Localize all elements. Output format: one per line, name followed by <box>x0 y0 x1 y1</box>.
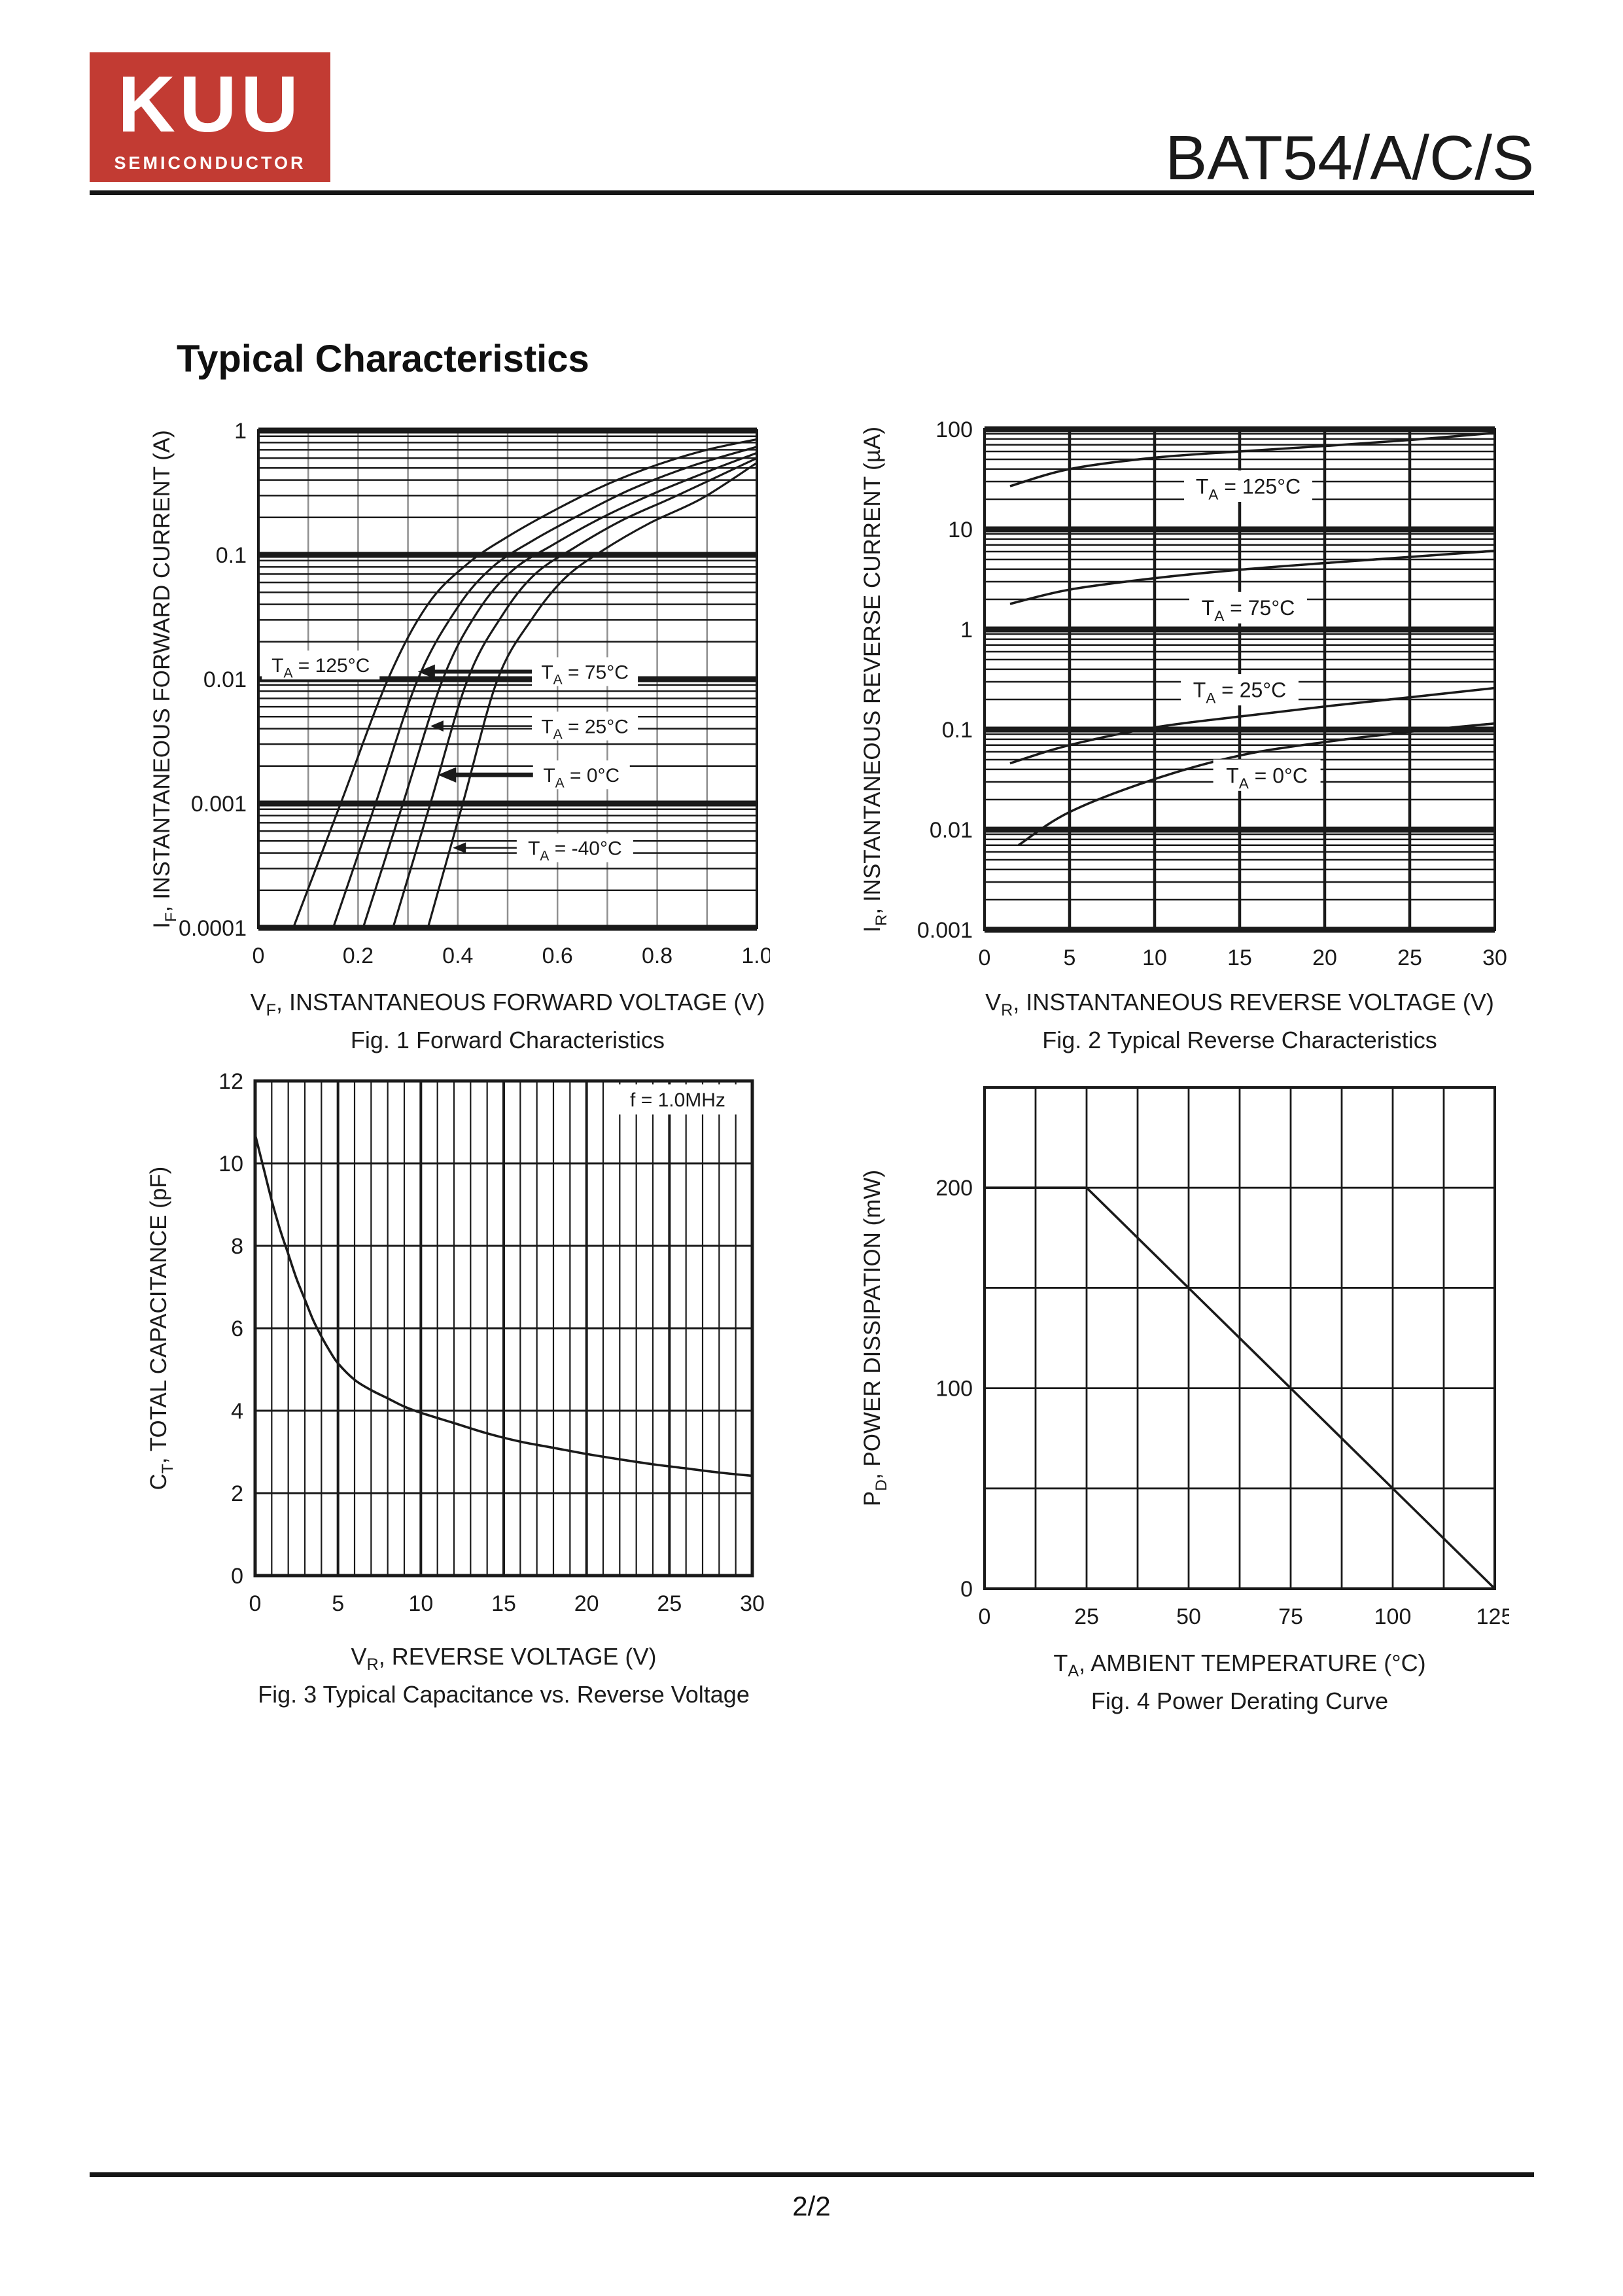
fig4-x-axis-title: TA, AMBIENT TEMPERATURE (°C) <box>1053 1650 1426 1681</box>
svg-text:5: 5 <box>1064 945 1076 970</box>
svg-text:100: 100 <box>935 417 973 442</box>
svg-text:5: 5 <box>332 1591 344 1616</box>
svg-text:TA = 125°C: TA = 125°C <box>271 655 370 680</box>
svg-text:CT, TOTAL CAPACITANCE (pF): CT, TOTAL CAPACITANCE (pF) <box>146 1167 177 1491</box>
svg-text:0.2: 0.2 <box>343 944 374 968</box>
fig2-caption: Fig. 2 Typical Reverse Characteristics <box>1042 1027 1437 1053</box>
footer-rule <box>90 2172 1534 2177</box>
svg-text:25: 25 <box>657 1591 682 1616</box>
svg-text:0.01: 0.01 <box>203 667 247 692</box>
fig2-reverse-characteristics-chart: TA = 125°CTA = 75°CTA = 25°CTA = 0°C0 5 10… <box>860 417 1507 970</box>
part-number-title: BAT54/A/C/S <box>1165 123 1534 193</box>
svg-text:IF, INSTANTANEOUS FORWARD CURR: IF, INSTANTANEOUS FORWARD CURRENT (A) <box>149 430 180 928</box>
svg-text:75: 75 <box>1278 1604 1303 1629</box>
brand-logo-text: KUU <box>117 60 303 149</box>
svg-text:TA = -40°C: TA = -40°C <box>528 838 622 864</box>
svg-text:50: 50 <box>1176 1604 1201 1629</box>
svg-text:15: 15 <box>1227 945 1252 970</box>
svg-text:25: 25 <box>1397 945 1422 970</box>
svg-text:0: 0 <box>253 944 265 968</box>
svg-text:IR, INSTANTANEOUS REVERSE CURR: IR, INSTANTANEOUS REVERSE CURRENT (µA) <box>860 427 890 932</box>
svg-text:0.1: 0.1 <box>942 718 973 743</box>
svg-text:0: 0 <box>979 945 991 970</box>
svg-text:100: 100 <box>1374 1604 1412 1629</box>
svg-text:10: 10 <box>218 1152 243 1176</box>
fig1-caption: Fig. 1 Forward Characteristics <box>350 1027 665 1053</box>
svg-text:10: 10 <box>948 518 973 542</box>
fig3-caption: Fig. 3 Typical Capacitance vs. Reverse V… <box>258 1681 750 1708</box>
svg-text:0.8: 0.8 <box>642 944 672 968</box>
svg-text:10: 10 <box>1142 945 1167 970</box>
svg-text:TA = 75°C: TA = 75°C <box>1202 596 1295 624</box>
fig2-x-axis-title: VR, INSTANTANEOUS REVERSE VOLTAGE (V) <box>985 989 1494 1020</box>
svg-text:1.0: 1.0 <box>741 944 770 968</box>
svg-text:TA = 75°C: TA = 75°C <box>541 662 629 687</box>
svg-text:PD, POWER DISSIPATION (mW): PD, POWER DISSIPATION (mW) <box>860 1170 890 1506</box>
svg-text:0.6: 0.6 <box>542 944 573 968</box>
fig1-x-axis-title: VF, INSTANTANEOUS FORWARD VOLTAGE (V) <box>250 989 765 1020</box>
svg-text:20: 20 <box>1312 945 1337 970</box>
svg-text:30: 30 <box>1482 945 1507 970</box>
svg-text:25: 25 <box>1074 1604 1099 1629</box>
svg-text:TA = 125°C: TA = 125°C <box>1196 475 1300 503</box>
svg-text:10: 10 <box>408 1591 433 1616</box>
svg-text:TA = 25°C: TA = 25°C <box>541 716 629 741</box>
header-rule <box>90 190 1534 195</box>
section-title: Typical Characteristics <box>177 338 589 380</box>
svg-text:0: 0 <box>231 1564 243 1589</box>
svg-text:12: 12 <box>218 1069 243 1094</box>
svg-text:0.001: 0.001 <box>191 792 247 817</box>
svg-text:0.001: 0.001 <box>917 918 973 943</box>
svg-text:0: 0 <box>249 1591 262 1616</box>
svg-text:0.0001: 0.0001 <box>179 916 247 941</box>
svg-text:0.01: 0.01 <box>930 818 973 843</box>
page-number: 2/2 <box>792 2191 831 2221</box>
svg-text:30: 30 <box>740 1591 765 1616</box>
svg-text:125: 125 <box>1476 1604 1509 1629</box>
fig4-caption: Fig. 4 Power Derating Curve <box>1091 1687 1389 1714</box>
svg-text:0.4: 0.4 <box>442 944 473 968</box>
svg-text:0: 0 <box>979 1604 991 1629</box>
svg-text:6: 6 <box>231 1316 243 1341</box>
brand-logo: KUU SEMICONDUCTOR <box>90 52 330 182</box>
svg-text:TA = 25°C: TA = 25°C <box>1193 679 1286 707</box>
svg-text:TA = 0°C: TA = 0°C <box>1226 764 1308 792</box>
svg-text:4: 4 <box>231 1399 243 1424</box>
svg-text:1: 1 <box>960 618 973 643</box>
svg-text:20: 20 <box>574 1591 599 1616</box>
svg-text:8: 8 <box>231 1234 243 1259</box>
svg-text:15: 15 <box>491 1591 516 1616</box>
svg-text:100: 100 <box>935 1377 973 1402</box>
svg-text:200: 200 <box>935 1176 973 1201</box>
svg-text:0.1: 0.1 <box>216 543 247 568</box>
svg-text:TA = 0°C: TA = 0°C <box>543 765 620 790</box>
svg-text:f = 1.0MHz: f = 1.0MHz <box>630 1089 725 1111</box>
svg-text:2: 2 <box>231 1481 243 1506</box>
svg-text:0: 0 <box>960 1577 973 1602</box>
fig3-x-axis-title: VR, REVERSE VOLTAGE (V) <box>351 1643 657 1674</box>
svg-text:1: 1 <box>234 419 247 444</box>
fig1-forward-characteristics-chart: TA = 125°C TA = 75°C TA = 25°C TA = 0°C TA =… <box>149 419 770 968</box>
fig4-power-derating-chart: 0 25 50 75 100 125 200 100 0 PD, POWER DISSIPATIO… <box>860 1086 1509 1629</box>
brand-logo-subtext: SEMICONDUCTOR <box>114 153 306 173</box>
